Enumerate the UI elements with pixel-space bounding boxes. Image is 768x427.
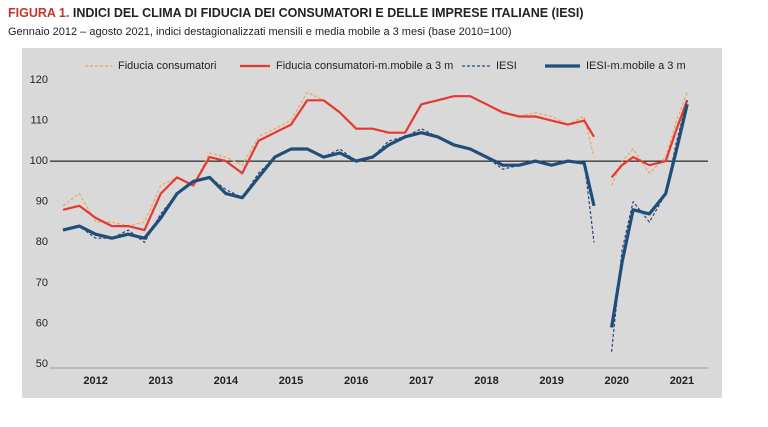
x-tick-label: 2020: [605, 375, 629, 387]
x-tick-label: 2018: [474, 375, 498, 387]
y-tick-label: 80: [36, 236, 48, 248]
x-tick-label: 2014: [214, 375, 239, 387]
title-text: INDICI DEL CLIMA DI FIDUCIA DEI CONSUMAT…: [73, 6, 584, 20]
y-tick-label: 60: [36, 317, 48, 329]
x-tick-label: 2021: [670, 375, 694, 387]
x-tick-label: 2016: [344, 375, 368, 387]
x-tick-label: 2013: [149, 375, 173, 387]
y-tick-label: 100: [30, 155, 48, 167]
x-tick-label: 2019: [539, 375, 563, 387]
y-tick-label: 110: [30, 114, 48, 126]
legend-label: IESI: [496, 60, 517, 72]
title: FIGURA 1. INDICI DEL CLIMA DI FIDUCIA DE…: [8, 6, 584, 20]
subtitle: Gennaio 2012 – agosto 2021, indici desta…: [8, 26, 512, 38]
legend-label: Fiducia consumatori: [118, 60, 216, 72]
x-tick-label: 2015: [279, 375, 303, 387]
x-tick-label: 2017: [409, 375, 433, 387]
y-tick-label: 90: [36, 196, 48, 208]
y-tick-label: 50: [36, 358, 48, 370]
x-tick-label: 2012: [83, 375, 107, 387]
series-line: [62, 95, 689, 232]
series-line: [62, 100, 688, 352]
plot-background: [22, 48, 722, 398]
legend-label: Fiducia consumatori-m.mobile a 3 m: [276, 60, 453, 72]
legend-label: IESI-m.mobile a 3 m: [586, 60, 686, 72]
series-line: [62, 103, 689, 328]
y-tick-label: 120: [30, 74, 48, 86]
y-tick-label: 70: [36, 277, 48, 289]
title-prefix: FIGURA 1.: [8, 6, 69, 20]
